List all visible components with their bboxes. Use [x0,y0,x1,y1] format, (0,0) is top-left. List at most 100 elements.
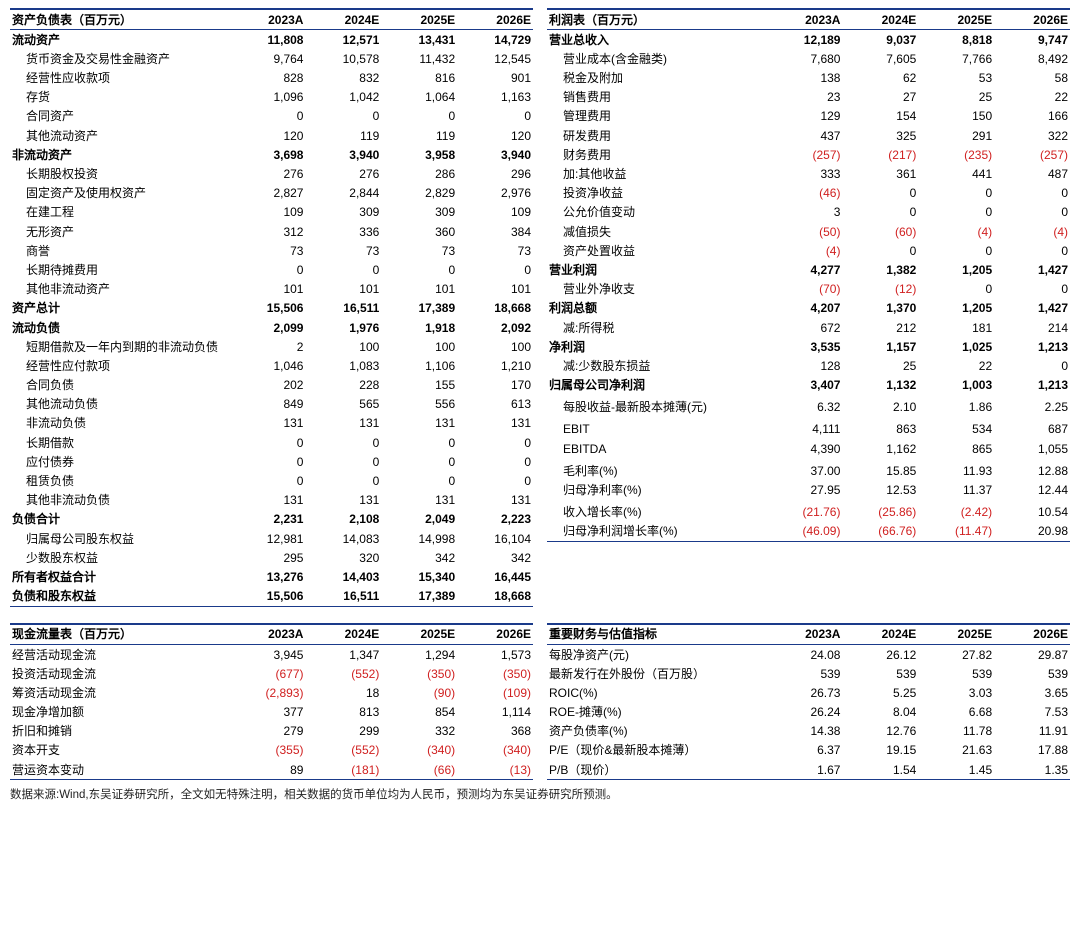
income-title: 利润表（百万元） [547,9,767,30]
cell-value: 6.37 [767,741,843,760]
cell-value: 101 [381,280,457,299]
cell-value: (46) [767,184,843,203]
table-row: 经营性应付款项1,0461,0831,1061,210 [10,356,533,375]
cell-value: 0 [305,260,381,279]
cell-value: 333 [767,165,843,184]
cell-value: 832 [305,69,381,88]
col-2026e: 2026E [457,9,533,30]
cell-value: 0 [230,433,306,452]
cell-value: 0 [457,260,533,279]
cell-value: 613 [457,395,533,414]
row-label: 收入增长率(%) [547,503,767,522]
table-row: P/B（现价）1.671.541.451.35 [547,760,1070,780]
row-label: 货币资金及交易性金融资产 [10,49,230,68]
row-label: 非流动资产 [10,145,230,164]
table-row: 营业成本(含金融类)7,6807,6057,7668,492 [547,49,1070,68]
row-label: 财务费用 [547,145,767,164]
cell-value: 73 [381,241,457,260]
cashflow-header-row: 现金流量表（百万元） 2023A 2024E 2025E 2026E [10,624,533,645]
cell-value: 1.67 [767,760,843,780]
cell-value: 0 [918,203,994,222]
cell-value: 3,958 [381,145,457,164]
cell-value: 27.95 [767,481,843,500]
cell-value: 3,940 [305,145,381,164]
row-label: P/E（现价&最新股本摊薄） [547,741,767,760]
cell-value: 131 [457,491,533,510]
balance-sheet-block: 资产负债表（百万元） 2023A 2024E 2025E 2026E 流动资产1… [10,8,533,607]
cell-value: 0 [994,356,1070,375]
cell-value: 1,427 [994,260,1070,279]
cell-value: (350) [381,664,457,683]
cell-value: 1,055 [994,439,1070,458]
cell-value: 1,046 [230,356,306,375]
table-row: 少数股东权益295320342342 [10,548,533,567]
cell-value: 109 [457,203,533,222]
cell-value: 26.24 [767,703,843,722]
row-label: 减值损失 [547,222,767,241]
cell-value: (109) [457,683,533,702]
table-row: 在建工程109309309109 [10,203,533,222]
cell-value: (21.76) [767,503,843,522]
cell-value: (50) [767,222,843,241]
balance-title: 资产负债表（百万元） [10,9,230,30]
cell-value: 9,747 [994,30,1070,50]
cell-value: 119 [381,126,457,145]
cell-value: 101 [305,280,381,299]
cell-value: (181) [305,760,381,780]
row-label: 长期待摊费用 [10,260,230,279]
cell-value: 361 [842,165,918,184]
table-row: ROIC(%)26.735.253.033.65 [547,683,1070,702]
table-row: 长期待摊费用0000 [10,260,533,279]
row-label: 减:所得税 [547,318,767,337]
cell-value: 296 [457,165,533,184]
row-label: 筹资活动现金流 [10,683,230,702]
cell-value: 131 [305,414,381,433]
cell-value: 12.44 [994,481,1070,500]
cell-value: (60) [842,222,918,241]
table-row: 固定资产及使用权资产2,8272,8442,8292,976 [10,184,533,203]
cell-value: 29.87 [994,645,1070,665]
cell-value: 3,407 [767,376,843,395]
table-row: 财务费用(257)(217)(235)(257) [547,145,1070,164]
row-label: 经营性应付款项 [10,356,230,375]
row-label: 经营性应收款项 [10,69,230,88]
cell-value: 1,382 [842,260,918,279]
row-label: 投资活动现金流 [10,664,230,683]
cell-value: 2,108 [305,510,381,529]
cell-value: 1,003 [918,376,994,395]
cell-value: 0 [994,203,1070,222]
row-label: 税金及附加 [547,69,767,88]
cell-value: 14,403 [305,567,381,586]
cell-value: 1,918 [381,318,457,337]
cell-value: 276 [230,165,306,184]
table-row: 非流动资产3,6983,9403,9583,940 [10,145,533,164]
table-row: ROE-摊薄(%)26.248.046.687.53 [547,703,1070,722]
cell-value: 687 [994,420,1070,439]
row-label: 营运资本变动 [10,760,230,780]
cell-value: 14,998 [381,529,457,548]
cell-value: 1,132 [842,376,918,395]
cell-value: 228 [305,376,381,395]
cell-value: 89 [230,760,306,780]
cell-value: 539 [918,664,994,683]
row-label: 公允价值变动 [547,203,767,222]
cell-value: (257) [994,145,1070,164]
row-label: 长期借款 [10,433,230,452]
table-row: 长期股权投资276276286296 [10,165,533,184]
cell-value: 2,223 [457,510,533,529]
cell-value: 342 [381,548,457,567]
cell-value: 154 [842,107,918,126]
cell-value: 119 [305,126,381,145]
income-block: 利润表（百万元） 2023A 2024E 2025E 2026E 营业总收入12… [547,8,1070,607]
cell-value: 6.68 [918,703,994,722]
cell-value: 1,213 [994,337,1070,356]
row-label: 应付债券 [10,452,230,471]
top-grid: 资产负债表（百万元） 2023A 2024E 2025E 2026E 流动资产1… [10,8,1070,607]
cell-value: 336 [305,222,381,241]
table-row: 公允价值变动3000 [547,203,1070,222]
cell-value: 6.32 [767,398,843,417]
cell-value: 14,083 [305,529,381,548]
cell-value: 384 [457,222,533,241]
table-row: 经营活动现金流3,9451,3471,2941,573 [10,645,533,665]
table-row: 销售费用23272522 [547,88,1070,107]
